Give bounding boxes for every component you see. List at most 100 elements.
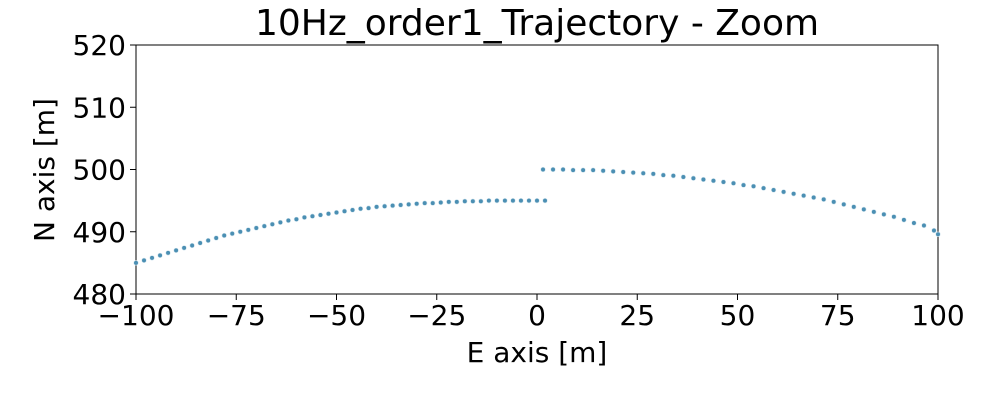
data-point	[173, 247, 179, 254]
y-tick-label: 480	[73, 278, 126, 311]
data-point	[430, 200, 436, 206]
data-point	[293, 216, 300, 222]
data-point	[510, 198, 516, 204]
data-point	[610, 168, 616, 174]
chart-title: 10Hz_order1_Trajectory - Zoom	[255, 3, 819, 44]
x-tick-label: −50	[307, 299, 366, 332]
data-point	[781, 189, 787, 195]
data-point	[841, 201, 847, 207]
data-point	[470, 198, 476, 204]
data-points	[133, 166, 941, 266]
data-point	[620, 169, 626, 175]
data-point	[197, 240, 203, 246]
data-point	[791, 191, 797, 197]
data-point	[750, 183, 757, 189]
data-point	[213, 235, 219, 241]
data-point	[921, 222, 927, 229]
data-point	[911, 220, 917, 226]
data-point	[700, 176, 707, 183]
y-tick-label: 510	[73, 91, 126, 124]
y-tick-label: 500	[73, 154, 126, 187]
data-point	[502, 198, 508, 204]
data-point	[205, 237, 211, 244]
data-point	[301, 214, 308, 221]
data-point	[901, 217, 907, 223]
data-point	[580, 167, 586, 173]
data-point	[141, 257, 147, 263]
data-point	[534, 198, 540, 204]
data-point	[931, 227, 937, 234]
x-tick-label: 100	[911, 299, 964, 332]
data-point	[518, 198, 524, 204]
y-axis: 480 490 500 510 520	[73, 29, 136, 311]
data-point	[670, 173, 676, 179]
data-point	[422, 200, 428, 206]
data-point	[811, 194, 817, 201]
data-point	[237, 229, 243, 235]
data-point	[640, 170, 646, 176]
x-tick-label: 75	[820, 299, 856, 332]
data-point	[486, 198, 492, 204]
data-point	[333, 209, 340, 216]
x-tick-label: 50	[720, 299, 756, 332]
data-point	[309, 213, 316, 219]
data-point	[690, 175, 696, 181]
y-axis-label: N axis [m]	[28, 98, 61, 242]
data-point	[560, 166, 566, 173]
data-point	[740, 182, 747, 188]
data-point	[891, 214, 897, 220]
data-point	[261, 223, 267, 229]
data-point	[317, 212, 324, 218]
data-point	[398, 202, 404, 208]
x-tick-label: 25	[619, 299, 655, 332]
data-point	[590, 167, 596, 173]
plot-frame	[135, 44, 939, 295]
x-tick-label: −25	[407, 299, 466, 332]
data-point	[245, 227, 251, 233]
data-point	[760, 185, 767, 191]
data-point	[229, 231, 235, 237]
data-point	[478, 198, 484, 204]
data-point	[550, 166, 556, 173]
data-point	[821, 196, 827, 202]
data-point	[446, 199, 452, 205]
x-tick-label: 0	[528, 299, 546, 332]
x-axis: −100 −75 −50 −25 0 25 50 75 100	[98, 294, 965, 332]
data-point	[325, 211, 332, 217]
data-point	[277, 219, 283, 226]
data-point	[357, 206, 364, 212]
data-point	[149, 255, 155, 261]
x-tick-label: −75	[207, 299, 266, 332]
data-point	[630, 170, 636, 176]
data-point	[133, 260, 139, 266]
data-point	[861, 206, 867, 212]
data-point	[831, 199, 837, 205]
data-point	[414, 201, 420, 207]
data-point	[365, 205, 372, 211]
data-point	[770, 187, 777, 193]
data-point	[438, 199, 444, 206]
data-point	[494, 198, 500, 204]
data-point	[660, 172, 666, 178]
data-point	[881, 211, 887, 217]
data-point	[710, 178, 717, 184]
data-point	[454, 199, 460, 205]
data-point	[374, 204, 380, 210]
data-point	[269, 221, 275, 227]
data-point	[349, 207, 356, 213]
data-point	[720, 179, 727, 185]
y-tick-label: 490	[73, 216, 126, 249]
x-tick-label: −100	[98, 299, 175, 332]
data-point	[526, 198, 532, 204]
data-point	[871, 209, 877, 215]
data-point	[462, 198, 468, 204]
data-point	[540, 166, 546, 173]
y-tick-label: 520	[73, 29, 126, 62]
data-point	[600, 168, 606, 174]
x-axis-label: E axis [m]	[467, 336, 608, 369]
data-point	[157, 252, 163, 259]
data-point	[221, 232, 227, 239]
data-point	[935, 231, 941, 237]
data-point	[542, 198, 548, 204]
